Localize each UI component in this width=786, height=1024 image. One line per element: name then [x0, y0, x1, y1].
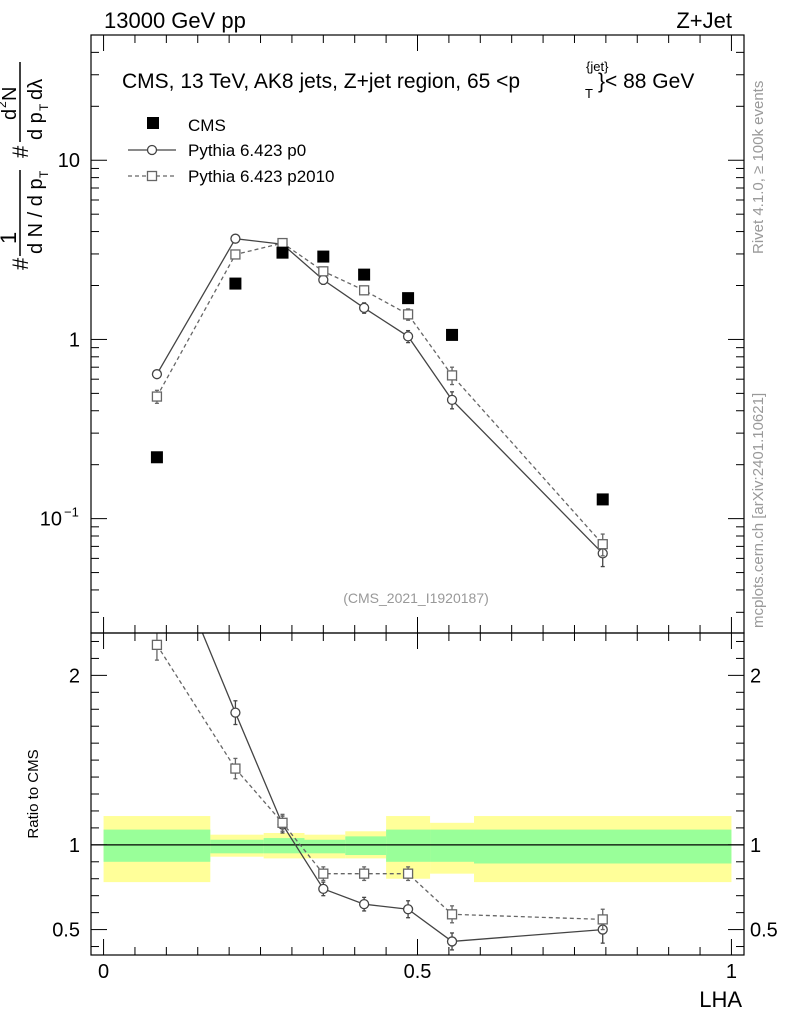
- svg-text:2: 2: [0, 101, 9, 108]
- ratio-pythia-p0-point: [152, 518, 161, 527]
- ratio-pythia-p0-point: [318, 883, 329, 895]
- header-left: 13000 GeV pp: [104, 8, 246, 33]
- header-right: Z+Jet: [676, 8, 732, 33]
- ratio-x-tick-label: 0.5: [404, 961, 432, 983]
- ratio-pythia-p2010-point: [402, 868, 414, 879]
- svg-text:N: N: [0, 87, 21, 101]
- ratio-pythia-p2010-point: [277, 817, 288, 828]
- svg-text:#: #: [8, 257, 33, 270]
- legend-cms-marker: [147, 117, 159, 129]
- ratio-pythia-p2010-point: [230, 763, 241, 774]
- title-main: CMS, 13 TeV, AK8 jets, Z+jet region, 65 …: [122, 70, 520, 93]
- main-y-tick-exp: −1: [64, 505, 79, 520]
- legend-cms-label: CMS: [188, 116, 226, 135]
- ratio-pythia-p0-point: [402, 904, 414, 915]
- main-cms-point: [229, 277, 242, 290]
- ratio-frame: [90, 632, 745, 956]
- rivet-label: Rivet 4.1.0, ≥ 100k events: [750, 81, 767, 254]
- ratio-y-tick-label-right: 0.5: [750, 920, 778, 942]
- svg-text:dλ: dλ: [25, 79, 47, 100]
- main-pythia-p2010-point: [277, 237, 288, 249]
- ratio-band-inner: [345, 836, 387, 856]
- main-pythia-p2010-point: [230, 249, 241, 260]
- main-pythia-p0-point: [318, 274, 329, 286]
- x-axis-label: LHA: [699, 987, 742, 1012]
- ratio-pythia-p0-point: [446, 936, 458, 947]
- ratio-y-tick-label-left: 1: [69, 835, 80, 857]
- ratio-y-tick-label-left: 2: [69, 665, 80, 687]
- main-cms-point: [402, 292, 415, 305]
- main-cms-point: [358, 268, 371, 281]
- ratio-x-tick-label: 1: [726, 961, 737, 983]
- main-pythia-p2010-point: [446, 370, 458, 381]
- ratio-pythia-p0-point: [230, 707, 241, 718]
- ratio-pythia-p2010-line: [156, 644, 603, 921]
- main-y-tick-label: 10 −1: [40, 505, 79, 531]
- main-cms-point: [317, 250, 330, 263]
- legend-p2010-label: Pythia 6.423 p2010: [188, 167, 335, 186]
- ratio-band-inner: [430, 829, 475, 862]
- main-y-tick-label: 10: [58, 150, 80, 172]
- svg-text:T: T: [37, 170, 51, 178]
- main-y-tick-label: 1: [69, 329, 80, 351]
- main-pythia-p0-line: [156, 238, 604, 554]
- title-tail: }< 88 GeV: [598, 70, 694, 93]
- ratio-pythia-p2010-point: [358, 868, 370, 879]
- legend-p2010-marker: [146, 170, 158, 182]
- ratio-pythia-p2010-point: [446, 909, 458, 920]
- legend-p0-marker: [146, 144, 158, 156]
- main-cms-point: [596, 493, 609, 506]
- ratio-pythia-p0-point: [358, 899, 370, 910]
- legend: CMS Pythia 6.423 p0 Pythia 6.423 p2010: [128, 116, 335, 186]
- title-sub: T: [585, 86, 593, 101]
- ratio-band-inner: [103, 829, 211, 862]
- main-pythia-p0-point: [358, 302, 370, 314]
- svg-text:1: 1: [0, 232, 21, 244]
- main-pythia-p2010-point: [318, 266, 329, 277]
- main-y-tick-base: 1: [69, 329, 80, 351]
- title-sup: {jet}: [586, 59, 609, 74]
- main-pythia-p2010-point: [402, 309, 414, 320]
- ratio-pythia-p2010-point: [597, 914, 608, 925]
- ratio-y-tick-label-right: 2: [750, 665, 761, 687]
- main-pythia-p2010-point: [597, 539, 608, 550]
- ratio-y-axis-label: Ratio to CMS: [25, 749, 42, 838]
- main-cms-point: [150, 451, 163, 464]
- svg-text:d: d: [0, 109, 21, 120]
- ratio-band-inner: [304, 839, 346, 854]
- ratio-band-inner: [474, 829, 732, 864]
- analysis-watermark: (CMS_2021_I1920187): [343, 590, 489, 606]
- ratio-panel: 0.5 0.5 1 1 2 2 0 0.5 1 Ratio to CMS LHA: [25, 518, 778, 1012]
- legend-p0-label: Pythia 6.423 p0: [188, 141, 306, 160]
- ratio-pythia-p0-line: [201, 633, 603, 943]
- main-y-axis-label: # 1 d N / d p T # d 2 N d p T dλ: [0, 62, 51, 270]
- svg-text:d p: d p: [25, 112, 47, 140]
- main-pythia-p0-point: [446, 394, 458, 406]
- ratio-y-tick-label-right: 1: [750, 835, 761, 857]
- ratio-band-inner: [210, 839, 264, 854]
- main-pythia-p0-point: [402, 331, 414, 342]
- ratio-band-inner: [386, 829, 431, 862]
- ratio-pythia-p2010-point: [318, 868, 329, 879]
- svg-text:d N / d p: d N / d p: [25, 178, 47, 254]
- main-cms-point: [446, 328, 459, 341]
- main-pythia-p0-point: [151, 369, 163, 380]
- main-pythia-p2010-line: [156, 242, 604, 545]
- main-title: CMS, 13 TeV, AK8 jets, Z+jet region, 65 …: [122, 70, 520, 93]
- main-pythia-p0-point: [230, 233, 241, 244]
- svg-text:T: T: [37, 103, 51, 111]
- main-cms-point: [276, 246, 289, 259]
- main-y-tick-base: 10: [58, 150, 80, 172]
- ratio-x-tick-label: 0: [98, 961, 109, 983]
- main-pythia-p2010-point: [151, 391, 163, 402]
- main-y-tick-base: 10: [40, 509, 62, 531]
- mcplots-label: mcplots.cern.ch [arXiv:2401.10621]: [750, 393, 767, 628]
- ratio-band-inner: [263, 838, 305, 854]
- svg-text:#: #: [8, 145, 33, 158]
- main-pythia-p2010-point: [358, 285, 370, 296]
- ratio-pythia-p2010-point: [151, 639, 163, 651]
- ratio-y-tick-label-left: 0.5: [52, 920, 80, 942]
